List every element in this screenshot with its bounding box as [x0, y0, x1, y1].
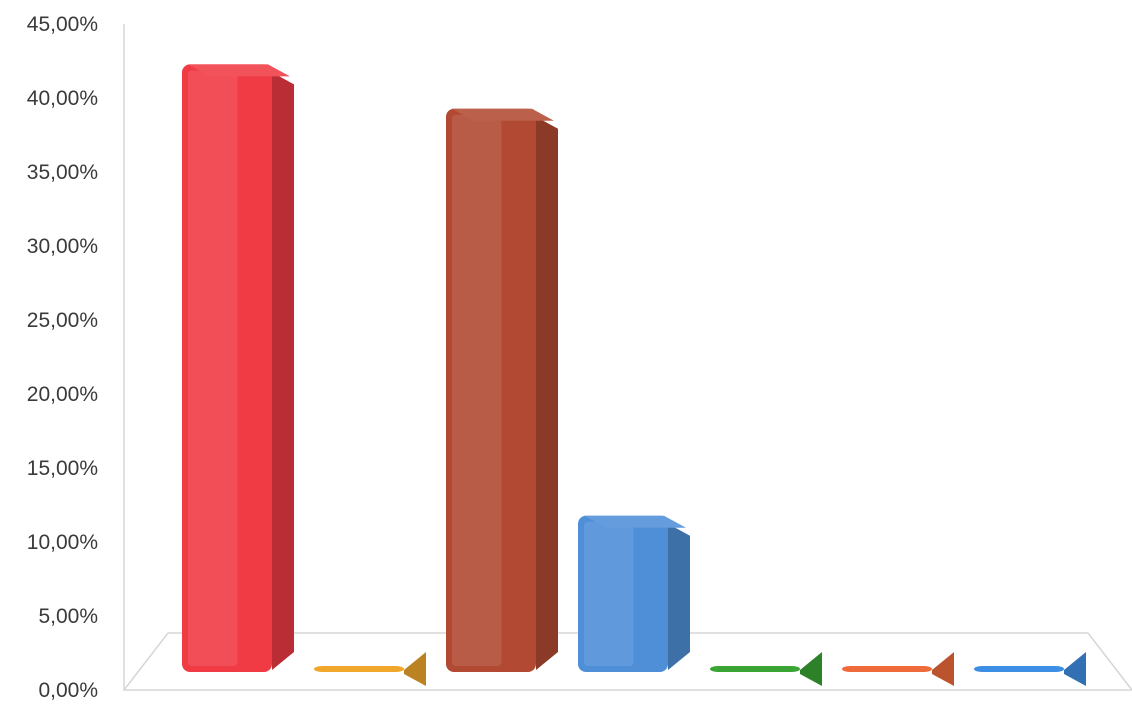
bars — [182, 64, 1086, 686]
y-tick-label: 25,00% — [27, 309, 98, 332]
bar-front — [314, 666, 404, 672]
bar — [182, 64, 294, 672]
bar-top — [188, 64, 290, 77]
bar-front — [578, 515, 668, 672]
y-tick-label: 20,00% — [27, 383, 98, 406]
bar-top — [584, 515, 686, 528]
y-tick-labels: 0,00% 5,00% 10,00% 15,00% 20,00% 25,00% 30,00%… — [27, 13, 98, 702]
bar-side — [800, 652, 822, 686]
bar — [842, 652, 954, 686]
bar-side — [272, 72, 294, 670]
bar-front — [974, 666, 1064, 672]
bar — [578, 515, 690, 672]
y-tick-label: 10,00% — [27, 531, 98, 554]
bar-top — [452, 108, 554, 121]
bar-highlight — [188, 70, 238, 666]
y-tick-label: 40,00% — [27, 87, 98, 110]
bar-highlight — [452, 114, 502, 667]
y-tick-label: 5,00% — [38, 605, 98, 628]
bar-front — [710, 666, 800, 672]
y-tick-label: 45,00% — [27, 13, 98, 36]
bar — [314, 652, 426, 686]
bar — [710, 652, 822, 686]
bar-front — [842, 666, 932, 672]
bar-highlight — [584, 521, 634, 666]
bar-highlight — [980, 672, 1030, 674]
bar-highlight — [320, 672, 370, 674]
bar-highlight — [716, 672, 766, 674]
bar-side — [668, 523, 690, 670]
bar-highlight — [848, 672, 898, 674]
bar-side — [404, 652, 426, 686]
bar — [974, 652, 1086, 686]
bar-side — [1064, 652, 1086, 686]
bar-front — [182, 64, 272, 672]
y-tick-label: 0,00% — [38, 679, 98, 702]
y-tick-label: 35,00% — [27, 161, 98, 184]
bar-side — [932, 652, 954, 686]
bar-side — [536, 116, 558, 671]
bar — [446, 108, 558, 673]
y-tick-label: 15,00% — [27, 457, 98, 480]
y-tick-label: 30,00% — [27, 235, 98, 258]
bar-front — [446, 108, 536, 673]
